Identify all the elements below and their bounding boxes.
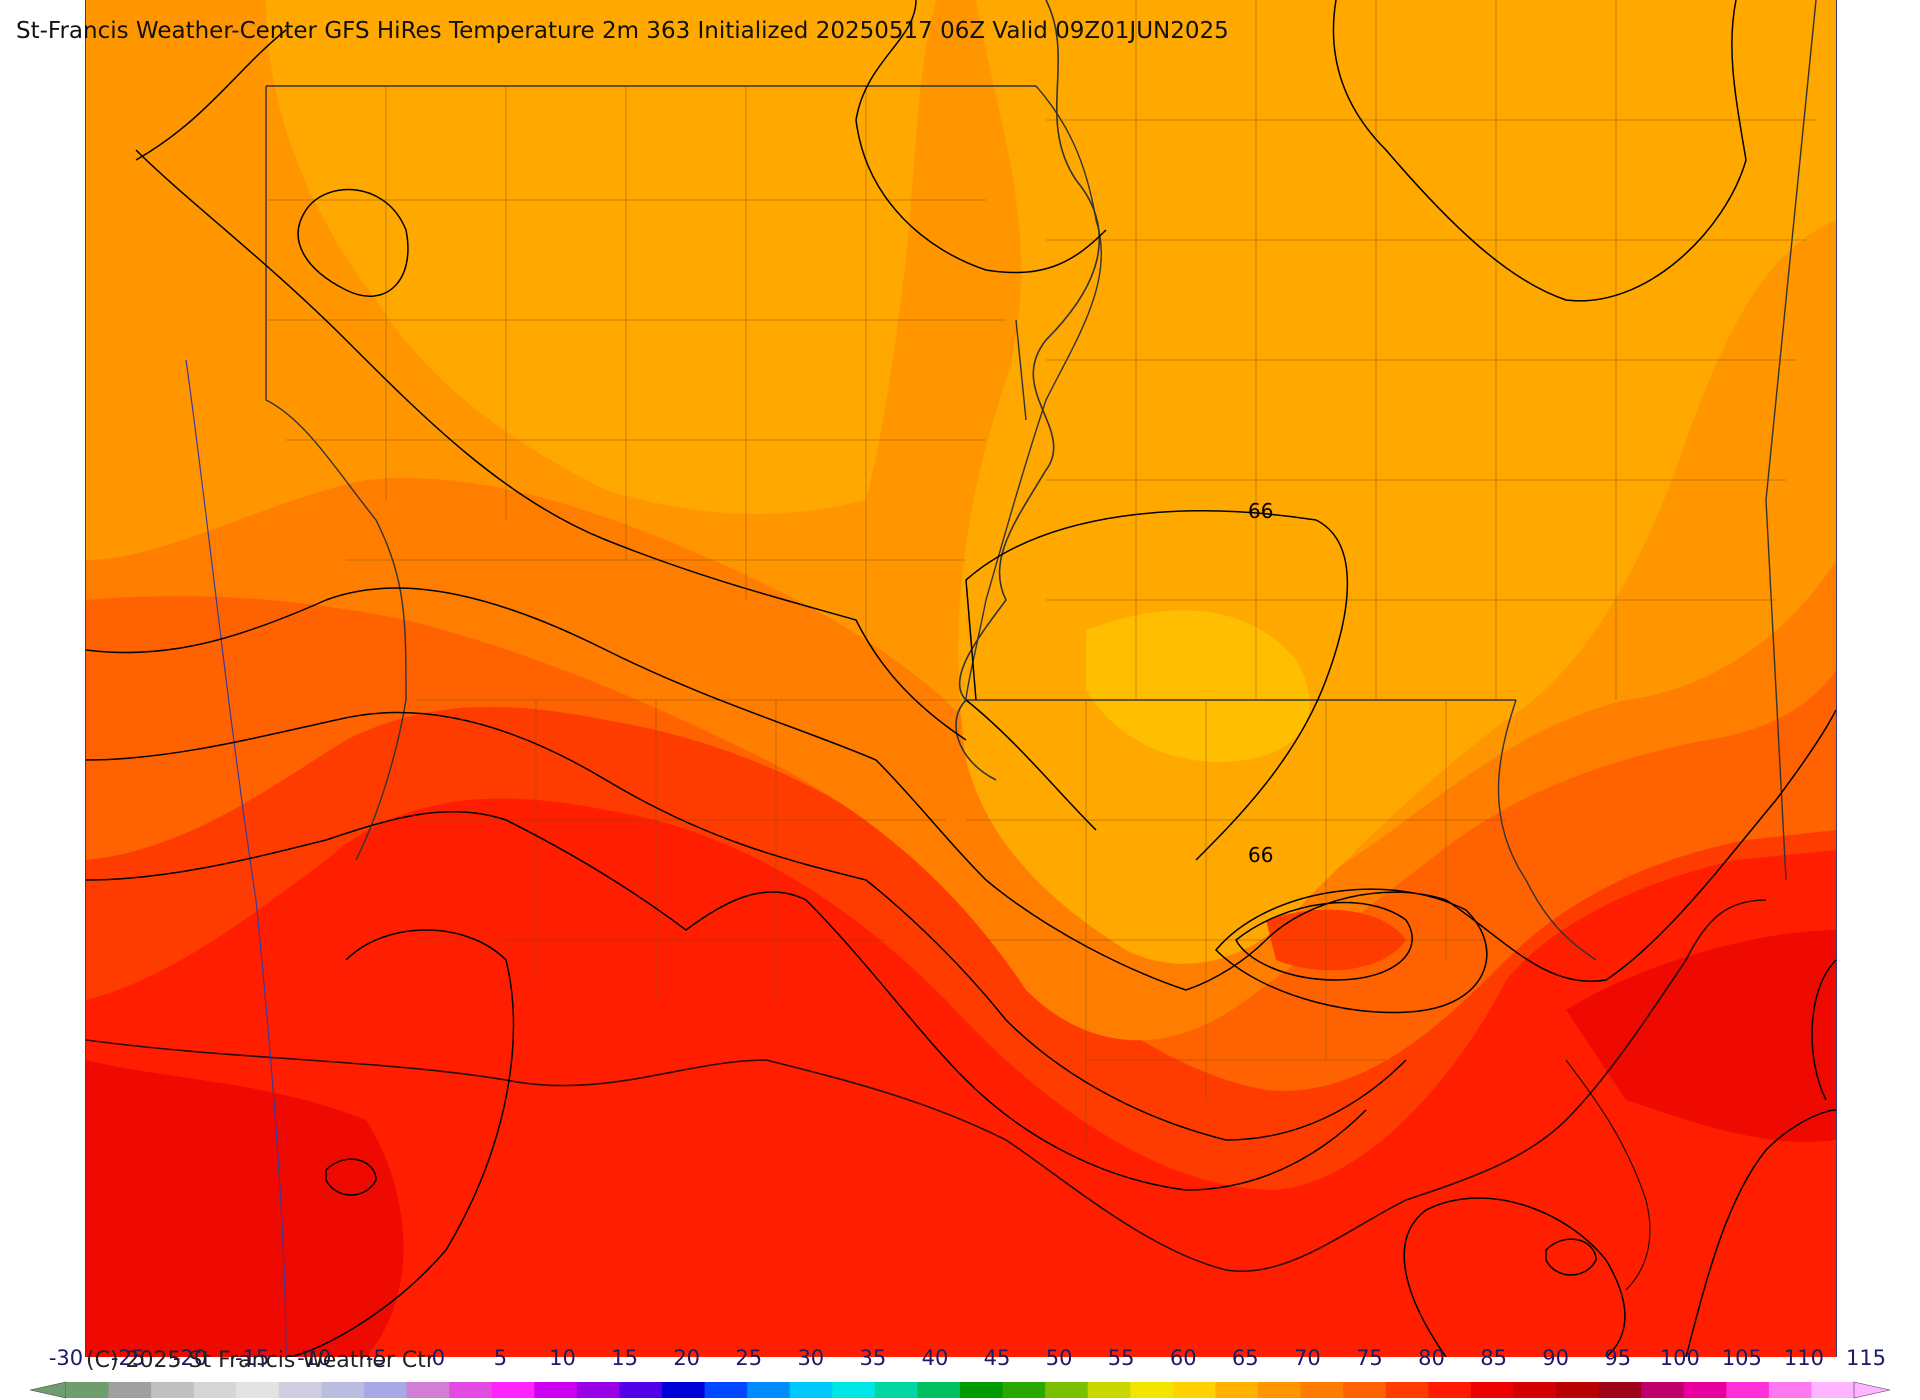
colorbar-tick-label: 0 <box>431 1346 446 1370</box>
colorbar-tick-label: 80 <box>1418 1346 1445 1370</box>
colorbar-min-arrow <box>30 1381 67 1399</box>
colorbar-swatch <box>1470 1382 1514 1398</box>
colorbar-tick-label: 65 <box>1231 1346 1259 1370</box>
colorbar-swatch <box>1258 1382 1302 1398</box>
colorbar-swatch <box>1513 1382 1557 1398</box>
copyright-notice: (C) 2025 St Francis Weather Ctr <box>86 1348 435 1373</box>
colorbar-tick-label: 75 <box>1356 1346 1383 1370</box>
colorbar-swatch <box>1811 1382 1855 1398</box>
colorbar-swatch <box>1385 1382 1429 1398</box>
colorbar-tick-label: 110 <box>1783 1346 1824 1370</box>
fill-62-core <box>1086 610 1310 762</box>
state-borders <box>265 0 1817 961</box>
colorbar-swatch <box>747 1382 791 1398</box>
colorbar-tick-label: 10 <box>549 1346 576 1370</box>
colorbar-swatch <box>491 1382 535 1398</box>
colorbar-tick-label: 50 <box>1045 1346 1073 1370</box>
colorbar-swatch <box>1087 1382 1131 1398</box>
fill-78-east-gulf <box>1566 930 1836 1142</box>
colorbar-swatch <box>1215 1382 1259 1398</box>
colorbar-swatch <box>1726 1382 1770 1398</box>
colorbar-swatch <box>1641 1382 1685 1398</box>
isotherms <box>86 0 1836 1357</box>
colorbar-swatch <box>1768 1382 1812 1398</box>
contour-label-66-north: 66 <box>1248 499 1273 523</box>
colorbar-tick-label: 5 <box>493 1346 508 1370</box>
colorbar-swatch <box>1598 1382 1642 1398</box>
temperature-map[interactable]: 66 66 <box>85 0 1837 1357</box>
colorbar-swatch <box>449 1382 493 1398</box>
colorbar-swatch <box>1045 1382 1089 1398</box>
colorbar-tick-label: -25 <box>110 1346 146 1370</box>
colorbar-tick-label: 55 <box>1107 1346 1135 1370</box>
colorbar-swatch <box>832 1382 876 1398</box>
colorbar-tick-label: 115 <box>1845 1346 1887 1370</box>
temperature-colorbar <box>30 1381 1890 1399</box>
colorbar-tick-label: 25 <box>735 1346 763 1370</box>
colorbar-tick-label: 15 <box>611 1346 638 1370</box>
colorbar-swatch <box>364 1382 408 1398</box>
colorbar-tick-label: 95 <box>1604 1346 1632 1370</box>
colorbar-tick-label: -10 <box>297 1346 332 1370</box>
colorbar-tick-label: 85 <box>1480 1346 1507 1370</box>
colorbar-swatch <box>917 1382 961 1398</box>
colorbar-swatch <box>662 1382 706 1398</box>
colorbar-swatch <box>108 1382 152 1398</box>
colorbar-tick-label: 105 <box>1721 1346 1762 1370</box>
colorbar-swatch <box>1343 1382 1387 1398</box>
colorbar-swatch <box>406 1382 450 1398</box>
colorbar-tick-label: 40 <box>921 1346 949 1370</box>
colorbar-tick-label: -30 <box>48 1346 84 1370</box>
colorbar-tick-labels: -30 -25 -20 -15 -10 -5 0 5 10 15 20 25 30 35 40 45 50 55 6… <box>0 1346 1920 1376</box>
colorbar-tick-label: 90 <box>1542 1346 1570 1370</box>
colorbar-swatch <box>1172 1382 1216 1398</box>
colorbar-swatch <box>1428 1382 1472 1398</box>
delta-coast <box>1565 1059 1651 1291</box>
colorbar-swatch <box>1002 1382 1046 1398</box>
colorbar-tick-label: 20 <box>673 1346 701 1370</box>
colorbar-swatch <box>789 1382 833 1398</box>
meridian-line <box>185 359 287 1357</box>
colorbar-swatch <box>576 1382 620 1398</box>
colorbar-swatch <box>1300 1382 1344 1398</box>
colorbar-tick-label: -20 <box>172 1346 208 1370</box>
colorbar-tick-label: 30 <box>797 1346 825 1370</box>
colorbar-tick-label: 70 <box>1294 1346 1321 1370</box>
coastline <box>86 899 1767 1273</box>
fill-78-west-gulf <box>86 1060 404 1357</box>
colorbar-tick-label: 60 <box>1169 1346 1197 1370</box>
map-title: St-Francis Weather-Center GFS HiRes Temp… <box>16 18 1229 44</box>
colorbar-swatch <box>236 1382 280 1398</box>
colorbar-swatch <box>1683 1382 1727 1398</box>
colorbar-swatch <box>1556 1382 1600 1398</box>
colorbar-swatch <box>66 1382 110 1398</box>
colorbar-swatch <box>151 1382 195 1398</box>
colorbar-tick-label: -15 <box>235 1346 270 1370</box>
mississippi-river <box>955 0 1101 781</box>
colorbar-swatch <box>874 1382 918 1398</box>
contour-label-66-south: 66 <box>1248 843 1273 867</box>
colorbar-swatch <box>1130 1382 1174 1398</box>
colorbar-swatch <box>619 1382 663 1398</box>
colorbar-swatch <box>704 1382 748 1398</box>
colorbar-tick-label: -5 <box>365 1346 387 1370</box>
colorbar-tick-label: 45 <box>983 1346 1011 1370</box>
colorbar-swatch <box>321 1382 365 1398</box>
fill-64-arkansas <box>266 0 936 514</box>
colorbar-tick-label: 35 <box>859 1346 887 1370</box>
colorbar-max-arrow <box>1853 1381 1890 1399</box>
colorbar-swatch <box>534 1382 578 1398</box>
colorbar-swatch <box>960 1382 1004 1398</box>
colorbar-swatch <box>193 1382 237 1398</box>
map-canvas: 66 66 <box>86 0 1836 1357</box>
colorbar-swatch <box>278 1382 322 1398</box>
colorbar-tick-label: 100 <box>1659 1346 1700 1370</box>
